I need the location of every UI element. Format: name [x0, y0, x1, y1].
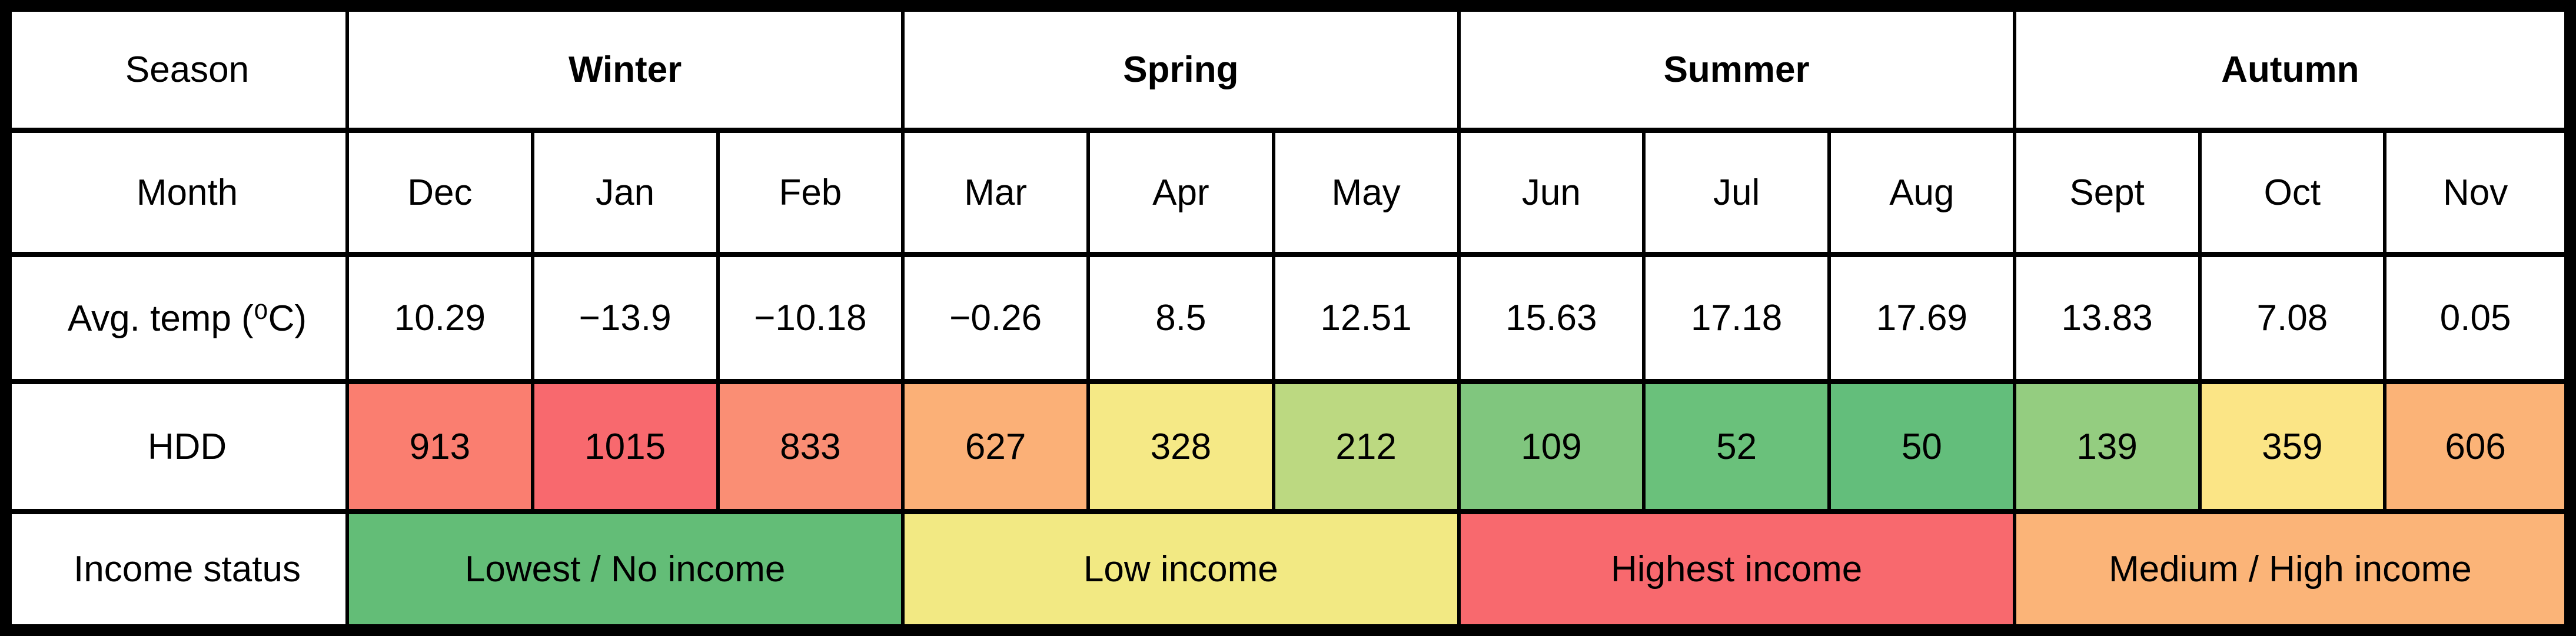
temp-cell-nov: 0.05 — [2383, 252, 2572, 384]
temp-cell-sept: 13.83 — [2012, 252, 2202, 384]
hdd-cell-jul: 52 — [1642, 379, 1831, 514]
month-cell-aug: Aug — [1827, 128, 2016, 257]
hdd-cell-sept: 139 — [2012, 379, 2202, 514]
hdd-cell-aug: 50 — [1827, 379, 2016, 514]
row-label-season: Season — [4, 3, 349, 133]
season-header-autumn: Autumn — [2012, 3, 2572, 133]
row-label-month: Month — [4, 128, 349, 257]
temp-cell-aug: 17.69 — [1827, 252, 2016, 384]
hdd-cell-oct: 359 — [2198, 379, 2387, 514]
income-cell-autumn: Medium / High income — [2012, 509, 2572, 633]
temp-cell-dec: 10.29 — [345, 252, 534, 384]
hdd-row: HDD 913 1015 833 627 328 212 109 52 50 1… — [4, 379, 2572, 514]
season-header-summer: Summer — [1457, 3, 2016, 133]
season-header-winter: Winter — [345, 3, 905, 133]
hdd-cell-nov: 606 — [2383, 379, 2572, 514]
hdd-cell-jan: 1015 — [530, 379, 720, 514]
season-header-spring: Spring — [901, 3, 1461, 133]
month-cell-feb: Feb — [716, 128, 905, 257]
month-cell-jun: Jun — [1457, 128, 1646, 257]
month-cell-apr: Apr — [1086, 128, 1275, 257]
hdd-cell-apr: 328 — [1086, 379, 1275, 514]
temp-cell-jul: 17.18 — [1642, 252, 1831, 384]
avg-temp-row: Avg. temp (⁰C) 10.29 −13.9 −10.18 −0.26 … — [4, 252, 2572, 384]
hdd-cell-may: 212 — [1271, 379, 1461, 514]
row-label-avg-temp: Avg. temp (⁰C) — [4, 252, 349, 384]
temp-cell-oct: 7.08 — [2198, 252, 2387, 384]
temp-cell-mar: −0.26 — [901, 252, 1090, 384]
row-label-income-status: Income status — [4, 509, 349, 633]
month-cell-nov: Nov — [2383, 128, 2572, 257]
income-cell-summer: Highest income — [1457, 509, 2016, 633]
temp-cell-jun: 15.63 — [1457, 252, 1646, 384]
month-row: Month Dec Jan Feb Mar Apr May Jun Jul Au… — [4, 128, 2572, 257]
month-cell-oct: Oct — [2198, 128, 2387, 257]
month-cell-sept: Sept — [2012, 128, 2202, 257]
temp-cell-may: 12.51 — [1271, 252, 1461, 384]
month-cell-dec: Dec — [345, 128, 534, 257]
month-cell-jul: Jul — [1642, 128, 1831, 257]
month-cell-jan: Jan — [530, 128, 720, 257]
temp-cell-apr: 8.5 — [1086, 252, 1275, 384]
income-cell-spring: Low income — [901, 509, 1461, 633]
hdd-cell-feb: 833 — [716, 379, 905, 514]
hdd-cell-dec: 913 — [345, 379, 534, 514]
row-label-hdd: HDD — [4, 379, 349, 514]
month-cell-may: May — [1271, 128, 1461, 257]
temp-cell-jan: −13.9 — [530, 252, 720, 384]
month-cell-mar: Mar — [901, 128, 1090, 257]
hdd-cell-mar: 627 — [901, 379, 1090, 514]
income-cell-winter: Lowest / No income — [345, 509, 905, 633]
hdd-cell-jun: 109 — [1457, 379, 1646, 514]
season-row: Season Winter Spring Summer Autumn — [4, 3, 2572, 133]
temp-cell-feb: −10.18 — [716, 252, 905, 384]
income-status-row: Income status Lowest / No income Low inc… — [4, 509, 2572, 633]
